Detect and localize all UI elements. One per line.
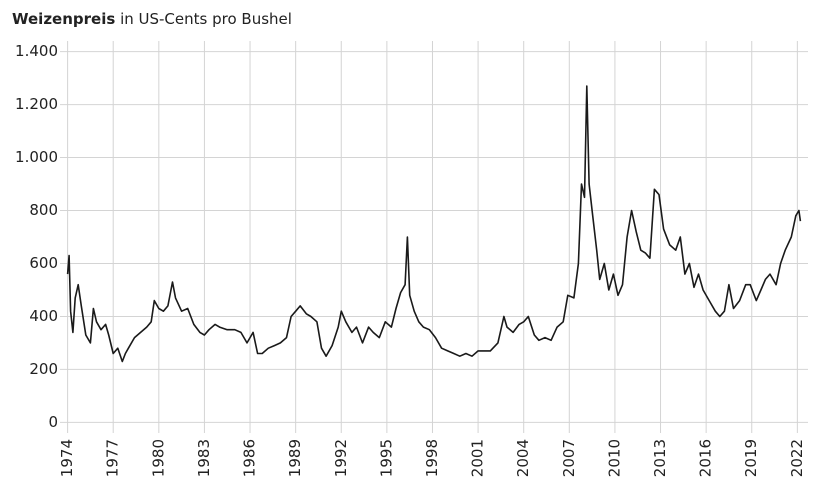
y-tick-label: 800 bbox=[29, 201, 58, 219]
x-tick-label: 1986 bbox=[241, 439, 259, 477]
y-tick-label: 1.200 bbox=[15, 95, 58, 113]
x-tick-label: 1998 bbox=[423, 439, 441, 477]
y-tick-label: 0 bbox=[48, 413, 58, 431]
x-tick-label: 2007 bbox=[560, 439, 578, 477]
x-tick-label: 1977 bbox=[104, 439, 122, 477]
subtitle: in US-Cents pro Bushel bbox=[120, 10, 292, 28]
chart-title: Weizenpreis in US-Cents pro Bushel bbox=[12, 10, 292, 28]
x-tick-label: 1974 bbox=[58, 439, 76, 477]
y-tick-label: 1.400 bbox=[15, 42, 58, 60]
x-tick-label: 2010 bbox=[605, 439, 623, 477]
x-tick-label: 2022 bbox=[788, 439, 806, 477]
y-tick-label: 400 bbox=[29, 307, 58, 325]
y-tick-label: 600 bbox=[29, 254, 58, 272]
price-line bbox=[66, 85, 802, 363]
title: Weizenpreis bbox=[12, 10, 115, 28]
x-tick-label: 2016 bbox=[697, 439, 715, 477]
x-tick-label: 2004 bbox=[514, 439, 532, 477]
x-tick-label: 1995 bbox=[377, 439, 395, 477]
x-tick-label: 2013 bbox=[651, 439, 669, 477]
x-tick-label: 1980 bbox=[149, 439, 167, 477]
x-tick-label: 1983 bbox=[195, 439, 213, 477]
x-tick-label: 2001 bbox=[469, 439, 487, 477]
x-tick-label: 1992 bbox=[332, 439, 350, 477]
y-tick-label: 200 bbox=[29, 360, 58, 378]
x-tick-label: 1989 bbox=[286, 439, 304, 477]
y-tick-label: 1.000 bbox=[15, 148, 58, 166]
x-tick-label: 2019 bbox=[742, 439, 760, 477]
